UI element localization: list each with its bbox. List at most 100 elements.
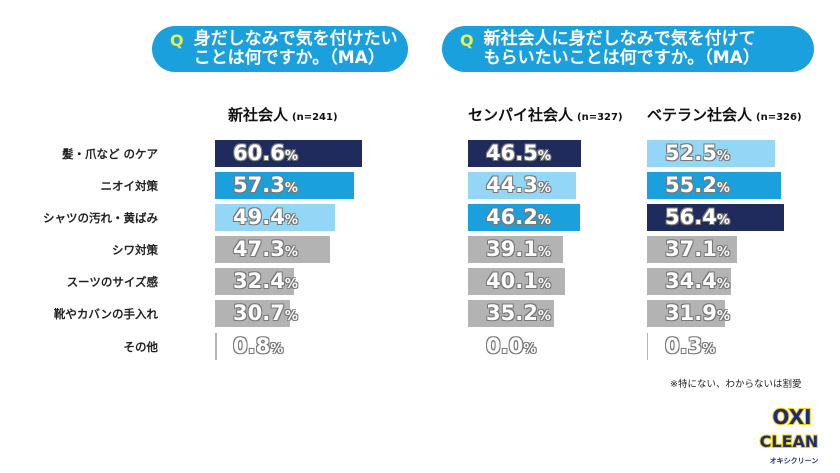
logo-line1: OXI (772, 405, 811, 429)
bar (215, 300, 290, 327)
data-label: 30.7% (233, 301, 298, 329)
value-number: 32.4 (233, 269, 285, 293)
value-number: 47.3 (233, 237, 285, 261)
value-unit: % (716, 277, 730, 292)
data-label: 52.5% (665, 141, 730, 169)
bar (215, 268, 294, 295)
data-label: 55.2% (665, 173, 730, 201)
value-number: 31.9 (665, 301, 717, 325)
bar (215, 140, 363, 167)
data-label: 37.1% (665, 237, 730, 265)
data-label: 56.4% (665, 205, 730, 233)
bar (647, 236, 738, 263)
value-unit: % (284, 309, 298, 324)
series-name: センパイ社会人 (468, 106, 574, 124)
data-label: 39.1% (486, 237, 551, 265)
bar (647, 300, 725, 327)
value-unit: % (284, 149, 298, 164)
data-label: 0.8% (233, 334, 283, 362)
value-unit: % (537, 149, 551, 164)
value-number: 39.1 (486, 237, 538, 261)
value-number: 55.2 (665, 173, 717, 197)
value-number: 56.4 (665, 205, 717, 229)
value-number: 37.1 (665, 237, 717, 261)
series-name: ベテラン社会人 (647, 106, 753, 124)
value-number: 0.8 (233, 334, 271, 358)
sample-size: (n=327) (577, 112, 623, 123)
series-name: 新社会人 (228, 106, 289, 124)
data-label: 32.4% (233, 269, 298, 297)
category-label: スーツのサイズ感 (66, 275, 158, 289)
series-header: センパイ社会人 (n=327) (468, 104, 623, 125)
value-unit: % (537, 309, 551, 324)
value-number: 34.4 (665, 269, 717, 293)
logo-sub: オキシクリーン (770, 456, 819, 465)
data-label: 46.2% (486, 205, 551, 233)
bar (468, 140, 581, 167)
bar (215, 333, 217, 360)
bar (468, 236, 563, 263)
value-unit: % (716, 213, 730, 228)
value-unit: % (702, 342, 716, 357)
bar (468, 172, 576, 199)
value-unit: % (716, 309, 730, 324)
sample-size: (n=241) (292, 112, 338, 123)
value-unit: % (537, 245, 551, 260)
data-label: 35.2% (486, 301, 551, 329)
category-label: シワ対策 (112, 243, 158, 257)
value-unit: % (537, 213, 551, 228)
category-label: 髪・爪など のケア (61, 147, 158, 161)
category-label: 靴やカバンの手入れ (53, 307, 158, 321)
data-label: 60.6% (233, 141, 298, 169)
bar (647, 333, 648, 360)
value-unit: % (537, 181, 551, 196)
value-number: 52.5 (665, 141, 717, 165)
value-number: 0.3 (665, 334, 703, 358)
value-unit: % (523, 342, 537, 357)
category-label: ニオイ対策 (100, 179, 159, 193)
value-unit: % (284, 181, 298, 196)
question-text: 身だしなみで気を付けたい ことは何ですか。（MA） (193, 29, 398, 68)
value-number: 46.5 (486, 141, 538, 165)
value-number: 44.3 (486, 173, 538, 197)
value-unit: % (716, 181, 730, 196)
data-label: 34.4% (665, 269, 730, 297)
bar (215, 172, 355, 199)
question-bubble-1: Q 身だしなみで気を付けたい ことは何ですか。（MA） (152, 26, 408, 72)
bar (468, 204, 581, 231)
bar (215, 204, 336, 231)
value-number: 0.0 (486, 334, 524, 358)
bar (647, 172, 782, 199)
value-number: 46.2 (486, 205, 538, 229)
bar (647, 140, 775, 167)
bar (215, 236, 330, 263)
value-unit: % (537, 277, 551, 292)
logo-line2: CLEAN (760, 432, 819, 451)
data-label: 31.9% (665, 301, 730, 329)
data-label: 46.5% (486, 141, 551, 169)
data-label: 40.1% (486, 269, 551, 297)
value-number: 57.3 (233, 173, 285, 197)
category-label: その他 (123, 340, 159, 354)
value-number: 30.7 (233, 301, 285, 325)
series-header: ベテラン社会人 (n=326) (647, 104, 802, 125)
data-label: 44.3% (486, 173, 551, 201)
value-number: 60.6 (233, 141, 285, 165)
value-unit: % (716, 245, 730, 260)
q-label: Q (460, 31, 474, 50)
bar (468, 268, 566, 295)
data-label: 57.3% (233, 173, 298, 201)
value-unit: % (284, 245, 298, 260)
data-label: 49.4% (233, 205, 298, 233)
footnote: ※特にない、わからないは割愛 (670, 379, 802, 390)
series-header: 新社会人 (n=241) (228, 104, 338, 125)
category-label: シャツの汚れ・黄ばみ (43, 211, 158, 225)
data-label: 0.0% (486, 334, 536, 362)
data-label: 0.3% (665, 334, 715, 362)
q-label: Q (170, 31, 184, 50)
data-label: 47.3% (233, 237, 298, 265)
value-number: 49.4 (233, 205, 285, 229)
value-number: 35.2 (486, 301, 538, 325)
question-bubble-2: Q 新社会人に身だしなみで気を付けて もらいたいことは何ですか。（MA） (442, 26, 814, 72)
